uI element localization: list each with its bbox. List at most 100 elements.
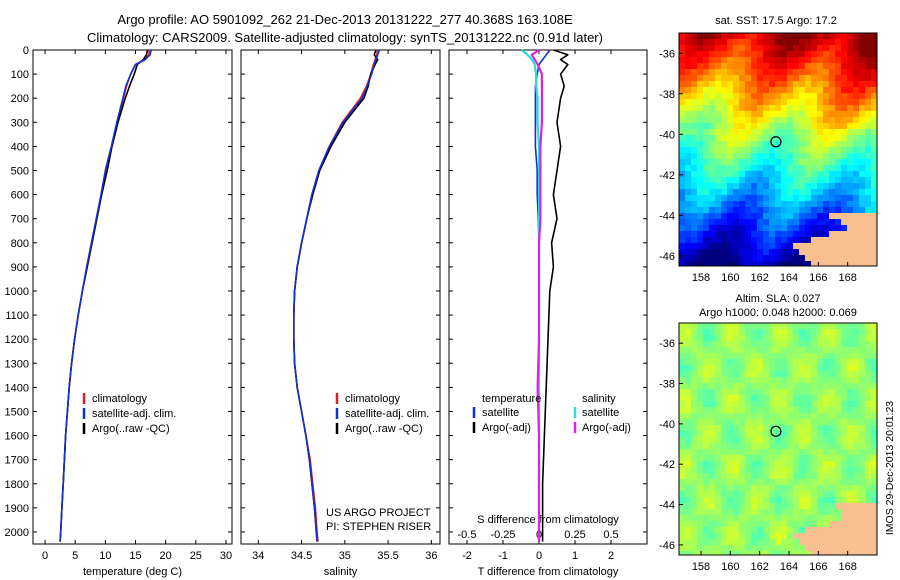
y-tick-label: 700 [11,214,29,226]
salinity-panel: 34 34.5 35 35.5 36 salinity climatology satelli… [240,49,441,578]
y-tick-label: 100 [11,69,29,81]
x-tick-label: 35.5 [377,550,398,562]
y-tick-label: 2000 [5,527,29,539]
x-tick-label: 5 [72,550,78,562]
x-tick-label: 20 [160,550,172,562]
legend-entry: satellite-adj. clim. [92,408,176,420]
y-tick-label: 1100 [5,310,29,322]
legend-entry: satellite [582,407,619,419]
sst-map-panel: sat. SST: 17.5 Argo: 17.2 158 160 162 164 166… [659,15,878,284]
x-tick-label: 1 [572,550,578,562]
s-tick-label: 0.5 [603,529,618,541]
x-tick-label: 35 [339,550,351,562]
map-y-tick-label: -38 [659,89,675,101]
map-x-tick-label: 164 [780,561,798,573]
temperature-x-axis-label: temperature (deg C) [83,566,182,578]
y-tick-label: 1500 [5,406,29,418]
map-y-tick-label: -40 [659,419,675,431]
y-tick-label: 800 [11,238,29,250]
x-tick-label: 10 [99,550,111,562]
map-x-tick-label: 166 [809,272,827,284]
y-tick-label: 1700 [5,455,29,467]
difference-axes-frame [448,49,648,545]
y-tick-label: 200 [11,93,29,105]
s-tick-label: 0.25 [564,529,585,541]
difference-x-axis-label: T difference from climatology [478,566,619,578]
satellite-clim-line [292,49,381,542]
y-tick-label: 1200 [5,334,29,346]
legend-entry: Argo(-adj) [482,422,531,434]
map-y-tick-label: -42 [659,459,675,471]
map-y-tick-label: -46 [659,251,675,263]
x-tick-label: 25 [190,550,202,562]
legend-entry: Argo(..raw -QC) [345,423,423,435]
y-tick-label: 1000 [5,286,29,298]
salinity-axes-frame [240,49,441,545]
x-tick-label: 34 [252,550,264,562]
map-frame [678,32,878,267]
legend-heading-salinity: salinity [582,393,616,405]
x-tick-label: 34.5 [291,550,312,562]
difference-panel: -2 -1 0 1 2 T difference from climatology -0.5… [448,49,648,578]
sal-argo-diff-line [530,49,544,542]
project-annotation: US ARGO PROJECT [326,507,431,519]
figure-title-line1: Argo profile: AO 5901092_262 21-Dec-2013… [117,12,573,27]
legend-heading-temperature: temperature [482,393,541,405]
legend-entry: satellite-adj. clim. [345,408,429,420]
s-tick-label: -0.25 [490,529,515,541]
sla-map-panel: Altim. SLA: 0.027 Argo h1000: 0.048 h2000… [659,293,878,573]
s-tick-label: -0.5 [458,529,477,541]
temperature-panel: 0 5 10 15 20 25 300100200300400500600700800900… [5,45,233,578]
y-tick-label: 900 [11,262,29,274]
sla-map-title-line1: Altim. SLA: 0.027 [736,293,821,305]
legend-entry: climatology [345,393,401,405]
temp-argo-diff-line [541,49,569,542]
x-tick-label: 0 [42,550,48,562]
argo-float-marker [770,136,782,148]
y-tick-label: 300 [11,117,29,129]
y-tick-label: 1300 [5,358,29,370]
y-tick-label: 1400 [5,382,29,394]
x-tick-label: -2 [462,550,472,562]
map-x-tick-label: 158 [692,561,710,573]
map-x-tick-label: 162 [750,561,768,573]
map-frame [678,322,878,556]
map-x-tick-label: 160 [721,561,739,573]
legend-entry: Argo(..raw -QC) [92,423,170,435]
y-tick-label: 400 [11,141,29,153]
map-x-tick-label: 166 [809,561,827,573]
map-x-tick-label: 162 [750,272,768,284]
map-x-tick-label: 168 [838,272,856,284]
legend-entry: climatology [92,393,148,405]
y-tick-label: 1600 [5,431,29,443]
imos-watermark: IMOS 29-Dec-2013 20:01:23 [884,401,896,535]
map-y-tick-label: -44 [659,500,675,512]
map-field [679,33,877,266]
sst-map-title: sat. SST: 17.5 Argo: 17.2 [715,15,837,27]
map-y-tick-label: -46 [659,540,675,552]
map-y-tick-label: -38 [659,379,675,391]
y-tick-label: 1800 [5,479,29,491]
legend-entry: satellite [482,407,519,419]
y-tick-label: 600 [11,190,29,202]
figure-title-line2: Climatology: CARS2009. Satellite-adjuste… [87,30,603,45]
s-axis-label: S difference from climatology [477,514,619,526]
y-tick-label: 500 [11,165,29,177]
y-tick-label: 0 [23,45,29,57]
map-x-tick-label: 164 [780,272,798,284]
x-tick-label: -1 [498,550,508,562]
satellite-clim-line [59,49,152,542]
x-tick-label: 0 [536,550,542,562]
map-x-tick-label: 168 [838,561,856,573]
map-y-tick-label: -40 [659,129,675,141]
argo-float-marker [770,425,782,437]
map-y-tick-label: -36 [659,338,675,350]
temperature-axes-frame [32,49,233,545]
salinity-x-axis-label: salinity [324,566,358,578]
map-x-tick-label: 158 [692,272,710,284]
map-x-tick-label: 160 [721,272,739,284]
x-tick-label: 36 [425,550,437,562]
x-tick-label: 2 [608,550,614,562]
map-y-tick-label: -44 [659,210,675,222]
